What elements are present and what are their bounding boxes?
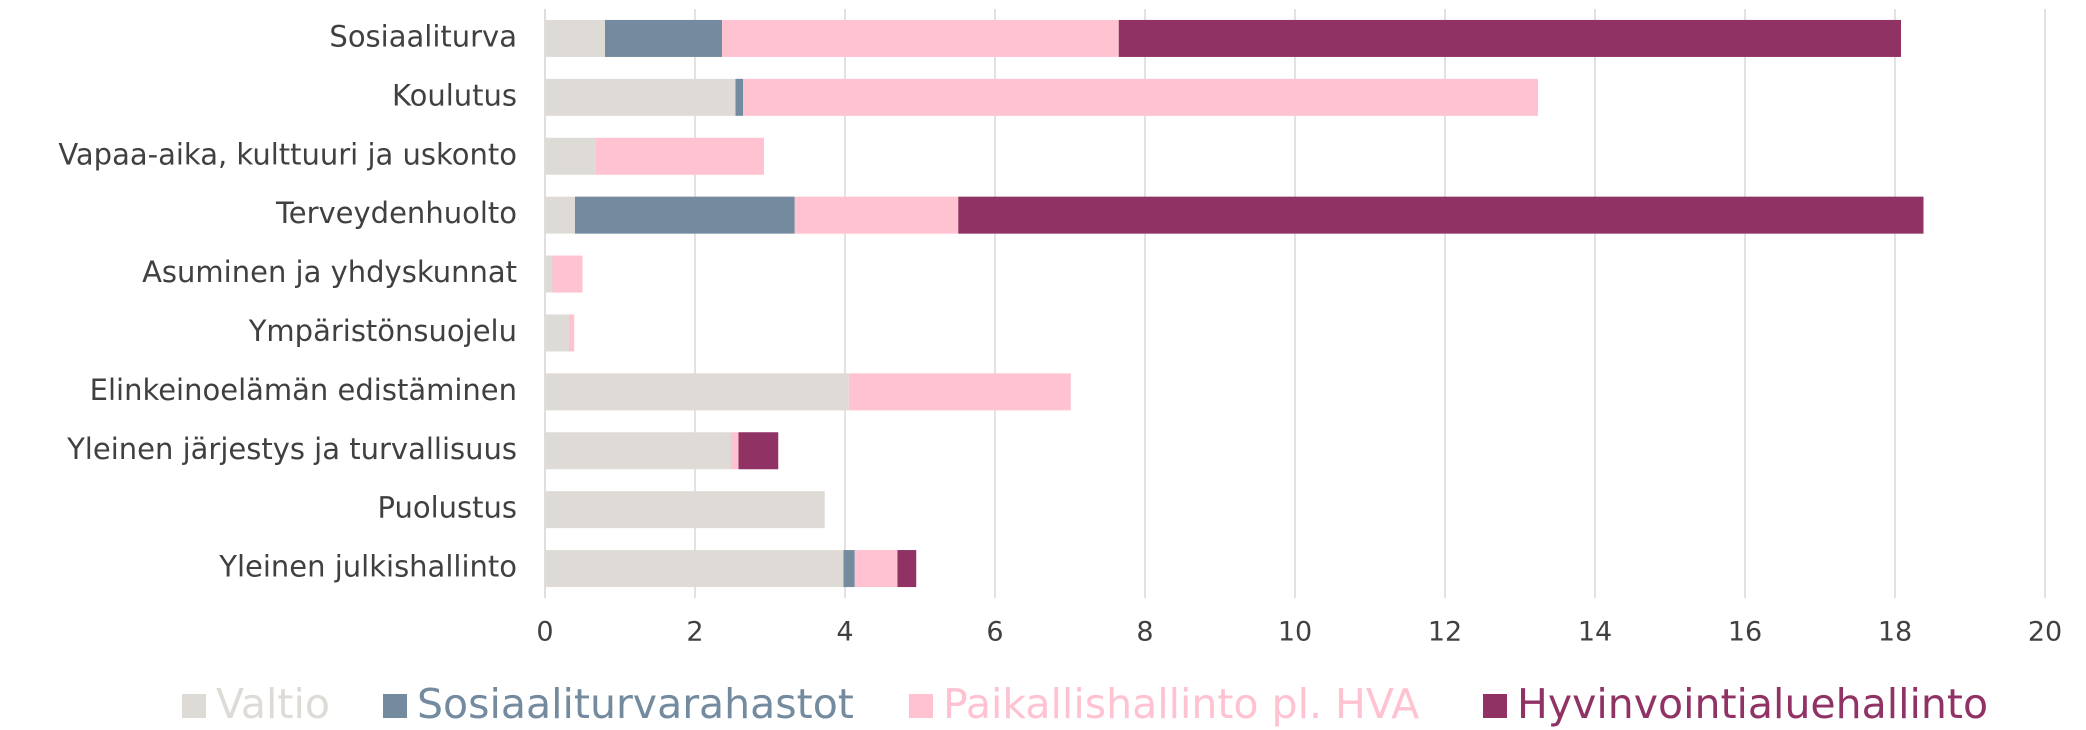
- bar-segment: [545, 196, 575, 234]
- bar-segment: [722, 19, 1119, 57]
- bar-segment: [794, 196, 959, 234]
- legend-swatch: [383, 694, 407, 718]
- y-tick-label: Koulutus: [392, 78, 517, 112]
- legend-label: Paikallishallinto pl. HVA: [943, 680, 1419, 728]
- bar-segment: [958, 196, 1924, 234]
- y-tick-label: Yleinen järjestys ja turvallisuus: [66, 432, 517, 466]
- x-tick-label: 8: [1136, 617, 1153, 648]
- y-tick-label: Ympäristönsuojelu: [248, 314, 517, 348]
- y-tick-label: Terveydenhuolto: [275, 196, 517, 230]
- bar-segment: [545, 137, 596, 175]
- x-tick-label: 4: [836, 617, 853, 648]
- x-tick-label: 12: [1428, 617, 1462, 648]
- bar-segment: [545, 19, 605, 57]
- bar-segment: [545, 550, 844, 588]
- y-tick-label: Yleinen julkishallinto: [218, 550, 517, 584]
- y-tick-label: Vapaa-aika, kulttuuri ja uskonto: [58, 137, 517, 171]
- bar-segment: [569, 314, 575, 352]
- x-tick-label: 10: [1278, 617, 1312, 648]
- legend-swatch: [909, 694, 933, 718]
- bar-segment: [843, 550, 855, 588]
- bar-segment: [743, 78, 1538, 116]
- bar-segment: [552, 255, 583, 293]
- x-tick-label: 0: [536, 617, 553, 648]
- y-tick-label: Sosiaaliturva: [329, 19, 517, 53]
- x-tick-label: 6: [986, 617, 1003, 648]
- legend-swatch: [182, 694, 206, 718]
- bar-segment: [545, 314, 569, 352]
- bar-segment: [897, 550, 917, 588]
- legend-label: Hyvinvointialuehallinto: [1517, 680, 1988, 728]
- x-tick-label: 16: [1728, 617, 1762, 648]
- bar-segment: [605, 19, 722, 57]
- legend-label: Sosiaaliturvarahastot: [417, 680, 854, 728]
- bar-segment: [545, 432, 731, 470]
- bar-segment: [731, 432, 739, 470]
- bar-segment: [545, 491, 825, 529]
- x-tick-label: 14: [1578, 617, 1612, 648]
- bar-segment: [735, 78, 743, 116]
- legend-swatch: [1483, 694, 1507, 718]
- y-tick-label: Elinkeinoelämän edistäminen: [90, 373, 517, 407]
- bar-segment: [848, 373, 1071, 411]
- y-tick-label: Puolustus: [377, 491, 517, 525]
- bar-segment: [545, 255, 553, 293]
- x-tick-label: 2: [686, 617, 703, 648]
- bar-segment: [738, 432, 779, 470]
- bar-segment: [1118, 19, 1901, 57]
- x-tick-label: 18: [1878, 617, 1912, 648]
- bar-segment: [545, 78, 736, 116]
- x-tick-label: 20: [2028, 617, 2062, 648]
- bar-segment: [854, 550, 898, 588]
- legend-label: Valtio: [216, 680, 330, 728]
- bar-segment: [545, 373, 849, 411]
- y-tick-label: Asuminen ja yhdyskunnat: [142, 255, 517, 289]
- bar-segment: [575, 196, 795, 234]
- bar-segment: [595, 137, 764, 175]
